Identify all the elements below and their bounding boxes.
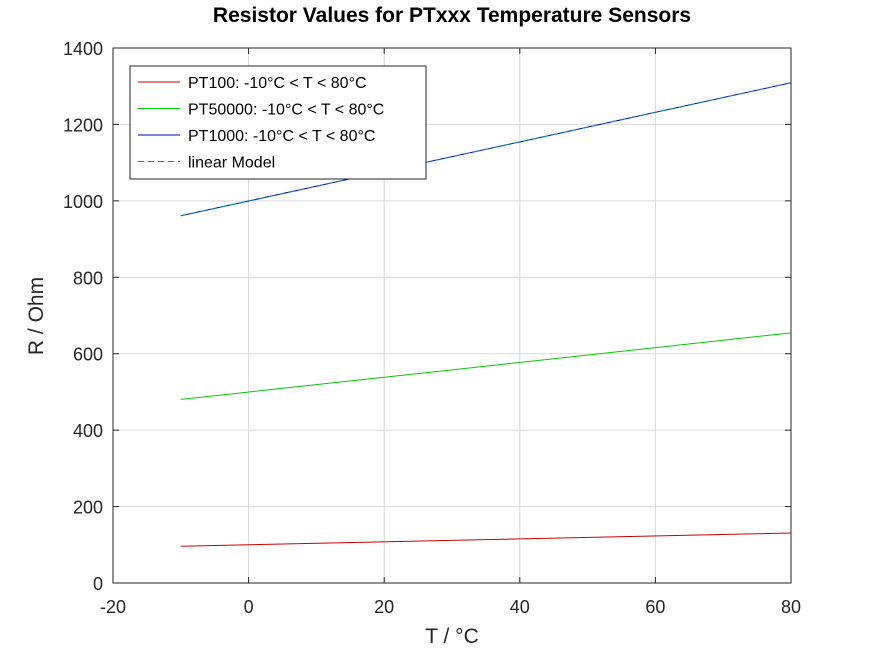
y-tick-label: 1200: [63, 115, 103, 135]
y-tick-label: 0: [93, 574, 103, 594]
x-axis-label: T / °C: [425, 625, 479, 648]
series-line: [180, 82, 792, 217]
legend-box: [129, 65, 427, 180]
y-axis-label: R / Ohm: [25, 277, 48, 355]
x-tick-label: -20: [100, 597, 126, 617]
y-tick-label: 600: [73, 345, 103, 365]
x-tick-label: 20: [374, 597, 394, 617]
legend-entry: PT100: -10°C < T < 80°C: [188, 75, 367, 92]
legend-entry: PT50000: -10°C < T < 80°C: [188, 102, 384, 119]
plot-lines: [180, 82, 792, 547]
x-tick-label: 0: [244, 597, 254, 617]
y-tick-label: 800: [73, 268, 103, 288]
legend: PT100: -10°C < T < 80°C PT50000: -10°C < …: [129, 65, 427, 180]
y-tick-label: 1000: [63, 192, 103, 212]
series-line: [180, 532, 792, 547]
y-tick-label: 200: [73, 498, 103, 518]
legend-entry: PT1000: -10°C < T < 80°C: [188, 128, 375, 145]
x-tick-label: 40: [510, 597, 530, 617]
chart-title: Resistor Values for PTxxx Temperature Se…: [213, 4, 691, 27]
x-tick-label: 60: [645, 597, 665, 617]
x-tick-label: 80: [781, 597, 801, 617]
y-tick-label: 400: [73, 421, 103, 441]
series-line: [180, 332, 792, 400]
plot-frame: [112, 47, 792, 584]
legend-entry: linear Model: [188, 155, 275, 172]
y-tick-label: 1400: [63, 39, 103, 59]
